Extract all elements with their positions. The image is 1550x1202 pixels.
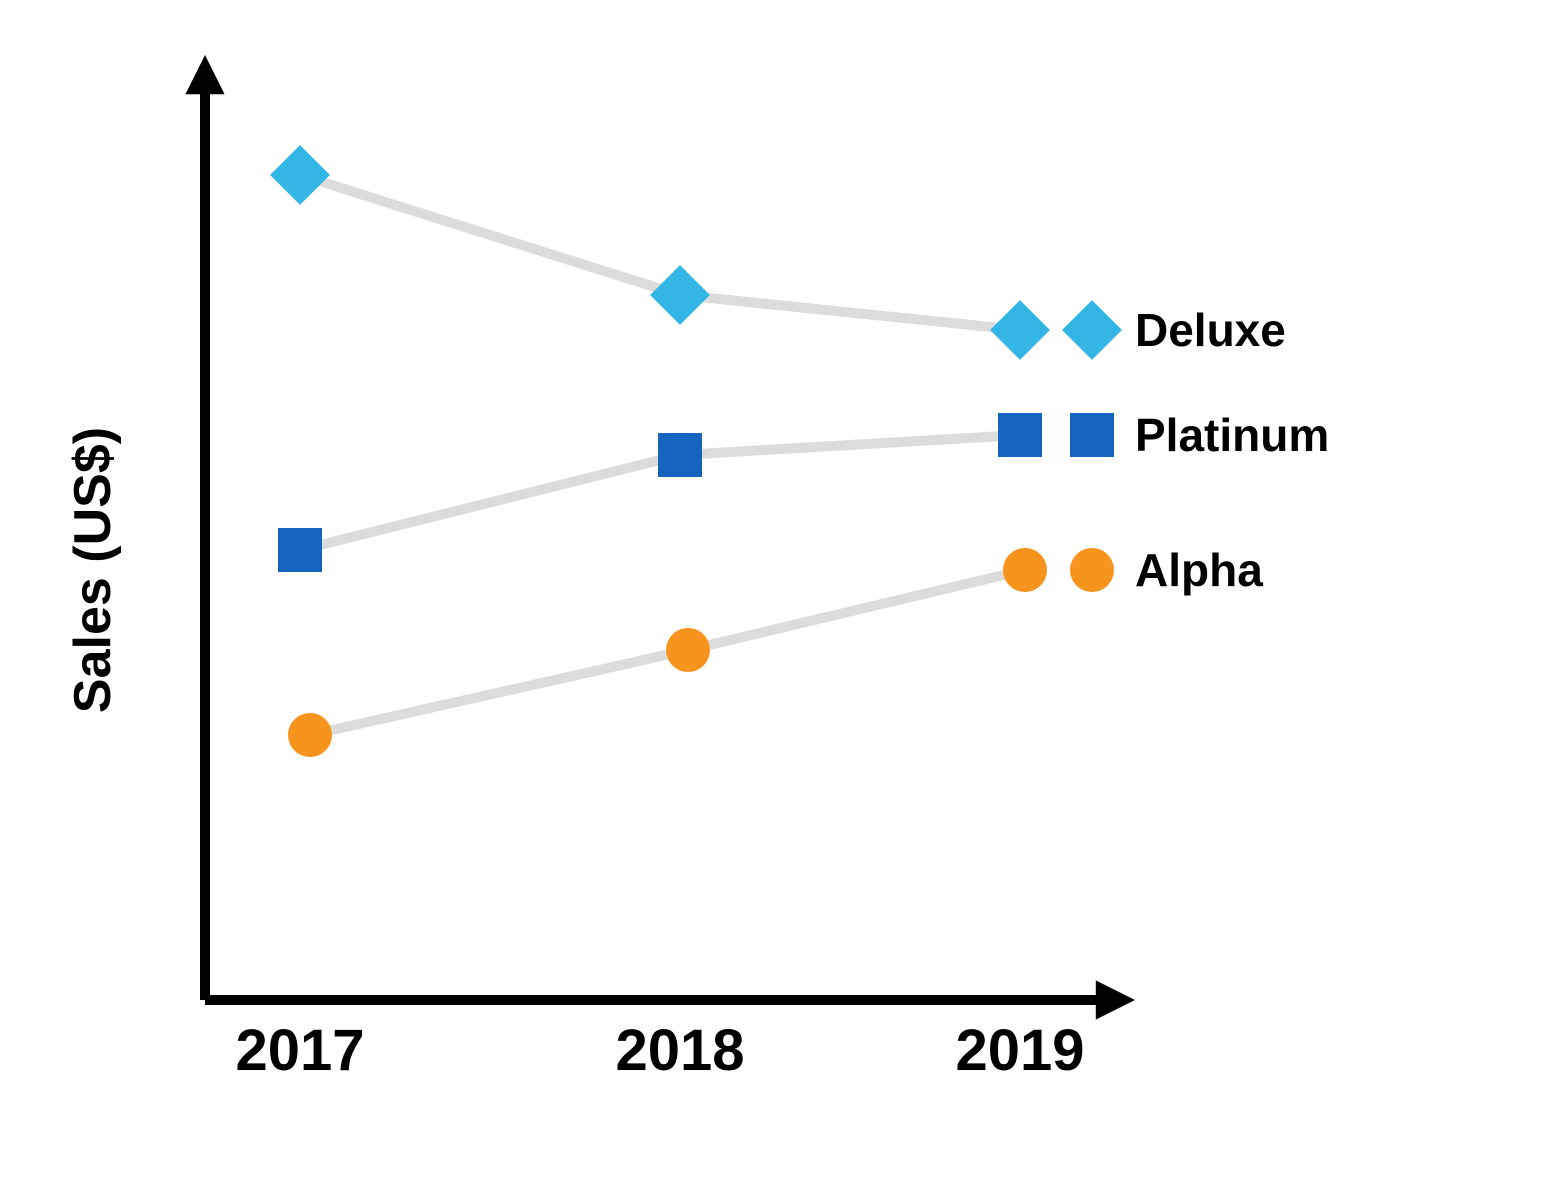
marker-alpha (1003, 548, 1047, 592)
y-axis-label: Sales (US$) (64, 427, 122, 713)
x-tick-label: 2019 (955, 1018, 1084, 1083)
marker-alpha (666, 628, 710, 672)
sales-line-chart: Sales (US$) 2017 2018 2019 Deluxe Platinum Alp… (0, 0, 1550, 1202)
marker-platinum (658, 433, 702, 477)
legend-label-alpha: Alpha (1135, 544, 1263, 596)
marker-platinum (278, 528, 322, 572)
marker-platinum (998, 413, 1042, 457)
legend-marker-platinum (1070, 413, 1114, 457)
legend-label-deluxe: Deluxe (1135, 304, 1286, 356)
legend-marker-alpha (1070, 548, 1114, 592)
x-tick-label: 2017 (235, 1018, 364, 1083)
chart-background (0, 0, 1550, 1202)
legend-label-platinum: Platinum (1135, 409, 1329, 461)
x-tick-label: 2018 (615, 1018, 744, 1083)
marker-alpha (288, 713, 332, 757)
